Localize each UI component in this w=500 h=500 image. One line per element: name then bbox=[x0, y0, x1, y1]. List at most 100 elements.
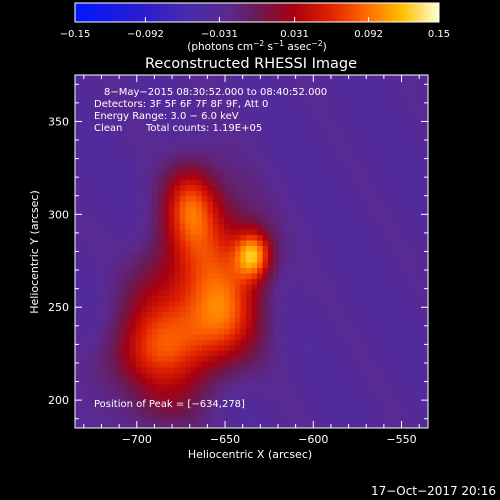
heatmap-cell bbox=[124, 130, 131, 137]
heatmap-cell bbox=[223, 372, 231, 379]
heatmap-cell bbox=[212, 334, 220, 341]
heatmap-cell bbox=[75, 317, 82, 324]
heatmap-cell bbox=[75, 152, 82, 159]
heatmap-cell bbox=[383, 273, 390, 280]
heatmap-cell bbox=[317, 301, 324, 308]
heatmap-cell bbox=[157, 279, 164, 286]
heatmap-cell bbox=[295, 174, 302, 181]
heatmap-cell bbox=[389, 400, 396, 407]
heatmap-cell bbox=[367, 416, 374, 424]
heatmap-cell bbox=[279, 290, 286, 297]
heatmap-cell bbox=[234, 422, 242, 428]
heatmap-cell bbox=[218, 257, 225, 264]
heatmap-cell bbox=[240, 119, 247, 126]
heatmap-cell bbox=[185, 212, 192, 220]
heatmap-cell bbox=[350, 86, 357, 93]
heatmap-cell bbox=[113, 251, 120, 258]
heatmap-cell bbox=[152, 102, 159, 109]
heatmap-cell bbox=[146, 124, 153, 131]
heatmap-cell bbox=[135, 229, 142, 236]
heatmap-cell bbox=[207, 201, 214, 208]
heatmap-cell bbox=[251, 284, 258, 291]
heatmap-cell bbox=[174, 284, 181, 291]
heatmap-cell bbox=[295, 284, 302, 291]
heatmap-cell bbox=[356, 218, 363, 225]
heatmap-cell bbox=[124, 372, 131, 379]
heatmap-cell bbox=[97, 416, 104, 424]
heatmap-cell bbox=[108, 240, 115, 247]
heatmap-cell bbox=[257, 223, 264, 231]
heatmap-cell bbox=[201, 350, 208, 357]
heatmap-cell bbox=[245, 152, 253, 159]
heatmap-cell bbox=[119, 339, 126, 346]
heatmap-cell bbox=[361, 339, 368, 346]
heatmap-cell bbox=[290, 345, 297, 352]
heatmap-cell bbox=[372, 378, 379, 385]
heatmap-cell bbox=[229, 234, 236, 242]
heatmap-cell bbox=[190, 290, 197, 297]
heatmap-cell bbox=[273, 268, 280, 275]
heatmap-cell bbox=[405, 328, 413, 335]
heatmap-cell bbox=[174, 207, 181, 214]
heatmap-cell bbox=[207, 422, 214, 428]
heatmap-cell bbox=[301, 185, 308, 192]
heatmap-cell bbox=[146, 273, 153, 280]
heatmap-cell bbox=[400, 268, 407, 275]
heatmap-cell bbox=[400, 245, 407, 253]
heatmap-cell bbox=[185, 317, 192, 324]
heatmap-cell bbox=[328, 141, 335, 148]
heatmap-cell bbox=[196, 108, 203, 115]
heatmap-cell bbox=[102, 334, 109, 341]
heatmap-cell bbox=[229, 113, 236, 120]
heatmap-cell bbox=[163, 190, 170, 197]
heatmap-cell bbox=[196, 223, 203, 231]
heatmap-cell bbox=[317, 378, 324, 385]
heatmap-cell bbox=[229, 223, 236, 231]
heatmap-cell bbox=[411, 290, 418, 297]
heatmap-cell bbox=[306, 306, 313, 313]
heatmap-cell bbox=[146, 257, 153, 264]
heatmap-cell bbox=[207, 229, 214, 236]
heatmap-cell bbox=[102, 295, 109, 302]
heatmap-cell bbox=[279, 185, 286, 192]
heatmap-cell bbox=[383, 323, 390, 330]
heatmap-cell bbox=[91, 405, 98, 413]
heatmap-cell bbox=[190, 196, 197, 203]
heatmap-cell bbox=[80, 416, 87, 424]
heatmap-cell bbox=[190, 405, 197, 413]
heatmap-cell bbox=[163, 257, 170, 264]
heatmap-cell bbox=[323, 130, 330, 137]
heatmap-cell bbox=[323, 234, 330, 242]
heatmap-cell bbox=[135, 201, 142, 208]
heatmap-cell bbox=[273, 411, 280, 418]
heatmap-cell bbox=[102, 367, 109, 374]
heatmap-cell bbox=[323, 218, 330, 225]
heatmap-cell bbox=[345, 234, 352, 242]
heatmap-cell bbox=[295, 102, 302, 109]
heatmap-cell bbox=[108, 383, 115, 390]
heatmap-cell bbox=[113, 174, 120, 181]
heatmap-cell bbox=[361, 394, 368, 402]
heatmap-cell bbox=[416, 251, 424, 258]
heatmap-cell bbox=[102, 102, 109, 109]
heatmap-cell bbox=[367, 268, 374, 275]
heatmap-cell bbox=[130, 257, 137, 264]
heatmap-cell bbox=[301, 86, 308, 93]
heatmap-cell bbox=[97, 372, 104, 379]
heatmap-cell bbox=[190, 97, 197, 104]
heatmap-cell bbox=[334, 312, 341, 319]
heatmap-cell bbox=[290, 179, 297, 186]
heatmap-cell bbox=[234, 168, 242, 175]
heatmap-cell bbox=[328, 130, 335, 137]
heatmap-cell bbox=[80, 141, 87, 148]
heatmap-cell bbox=[339, 108, 346, 115]
heatmap-cell bbox=[124, 367, 131, 374]
heatmap-cell bbox=[75, 334, 82, 341]
heatmap-cell bbox=[97, 290, 104, 297]
heatmap-cell bbox=[339, 91, 346, 98]
heatmap-cell bbox=[240, 223, 247, 231]
heatmap-cell bbox=[317, 279, 324, 286]
heatmap-cell bbox=[185, 152, 192, 159]
heatmap-cell bbox=[119, 312, 126, 319]
heatmap-cell bbox=[108, 411, 115, 418]
